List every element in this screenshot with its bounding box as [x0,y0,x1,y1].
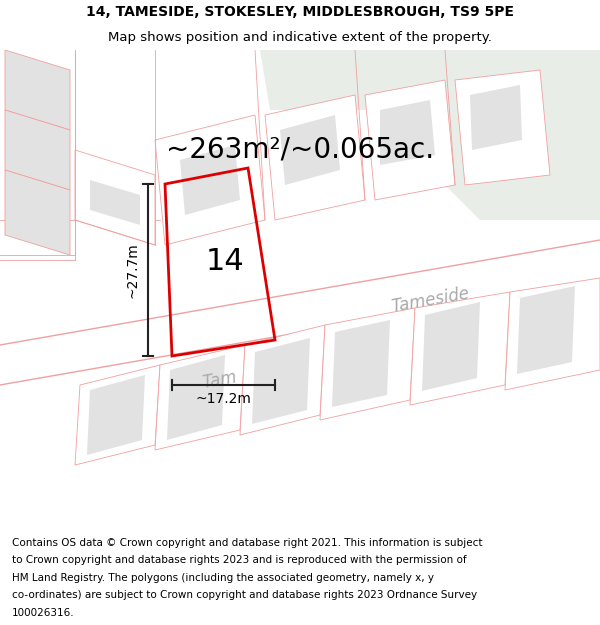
Text: HM Land Registry. The polygons (including the associated geometry, namely x, y: HM Land Registry. The polygons (includin… [12,572,434,582]
Text: Tam: Tam [201,368,239,392]
Polygon shape [0,240,600,385]
Polygon shape [517,286,575,374]
Polygon shape [87,375,145,455]
Polygon shape [310,50,600,220]
Polygon shape [260,50,400,110]
Text: ~27.7m: ~27.7m [126,242,140,298]
Polygon shape [455,70,550,185]
Polygon shape [155,345,245,450]
Text: Map shows position and indicative extent of the property.: Map shows position and indicative extent… [108,31,492,44]
Polygon shape [380,100,435,165]
Text: Contains OS data © Crown copyright and database right 2021. This information is : Contains OS data © Crown copyright and d… [12,538,482,548]
Polygon shape [5,170,70,255]
Polygon shape [5,50,70,130]
Polygon shape [320,308,415,420]
Text: ~263m²/~0.065ac.: ~263m²/~0.065ac. [166,136,434,164]
Text: ~17.2m: ~17.2m [196,392,251,406]
Polygon shape [280,115,340,185]
Polygon shape [0,50,260,220]
Polygon shape [5,110,70,190]
Polygon shape [470,85,522,150]
Text: 14, TAMESIDE, STOKESLEY, MIDDLESBROUGH, TS9 5PE: 14, TAMESIDE, STOKESLEY, MIDDLESBROUGH, … [86,6,514,19]
Polygon shape [180,145,240,215]
Text: 14: 14 [206,248,244,276]
Polygon shape [422,302,480,391]
Polygon shape [75,365,160,465]
Polygon shape [240,325,325,435]
Polygon shape [252,338,310,424]
Polygon shape [410,292,510,405]
Polygon shape [265,95,365,220]
Polygon shape [167,355,225,440]
Text: 100026316.: 100026316. [12,608,74,618]
Text: to Crown copyright and database rights 2023 and is reproduced with the permissio: to Crown copyright and database rights 2… [12,555,467,565]
Text: Tameside: Tameside [389,284,470,316]
Text: co-ordinates) are subject to Crown copyright and database rights 2023 Ordnance S: co-ordinates) are subject to Crown copyr… [12,591,477,601]
Polygon shape [0,345,130,430]
Polygon shape [332,320,390,407]
Polygon shape [90,180,140,225]
Polygon shape [365,80,455,200]
Polygon shape [505,278,600,390]
Polygon shape [75,150,155,245]
Polygon shape [155,115,265,245]
